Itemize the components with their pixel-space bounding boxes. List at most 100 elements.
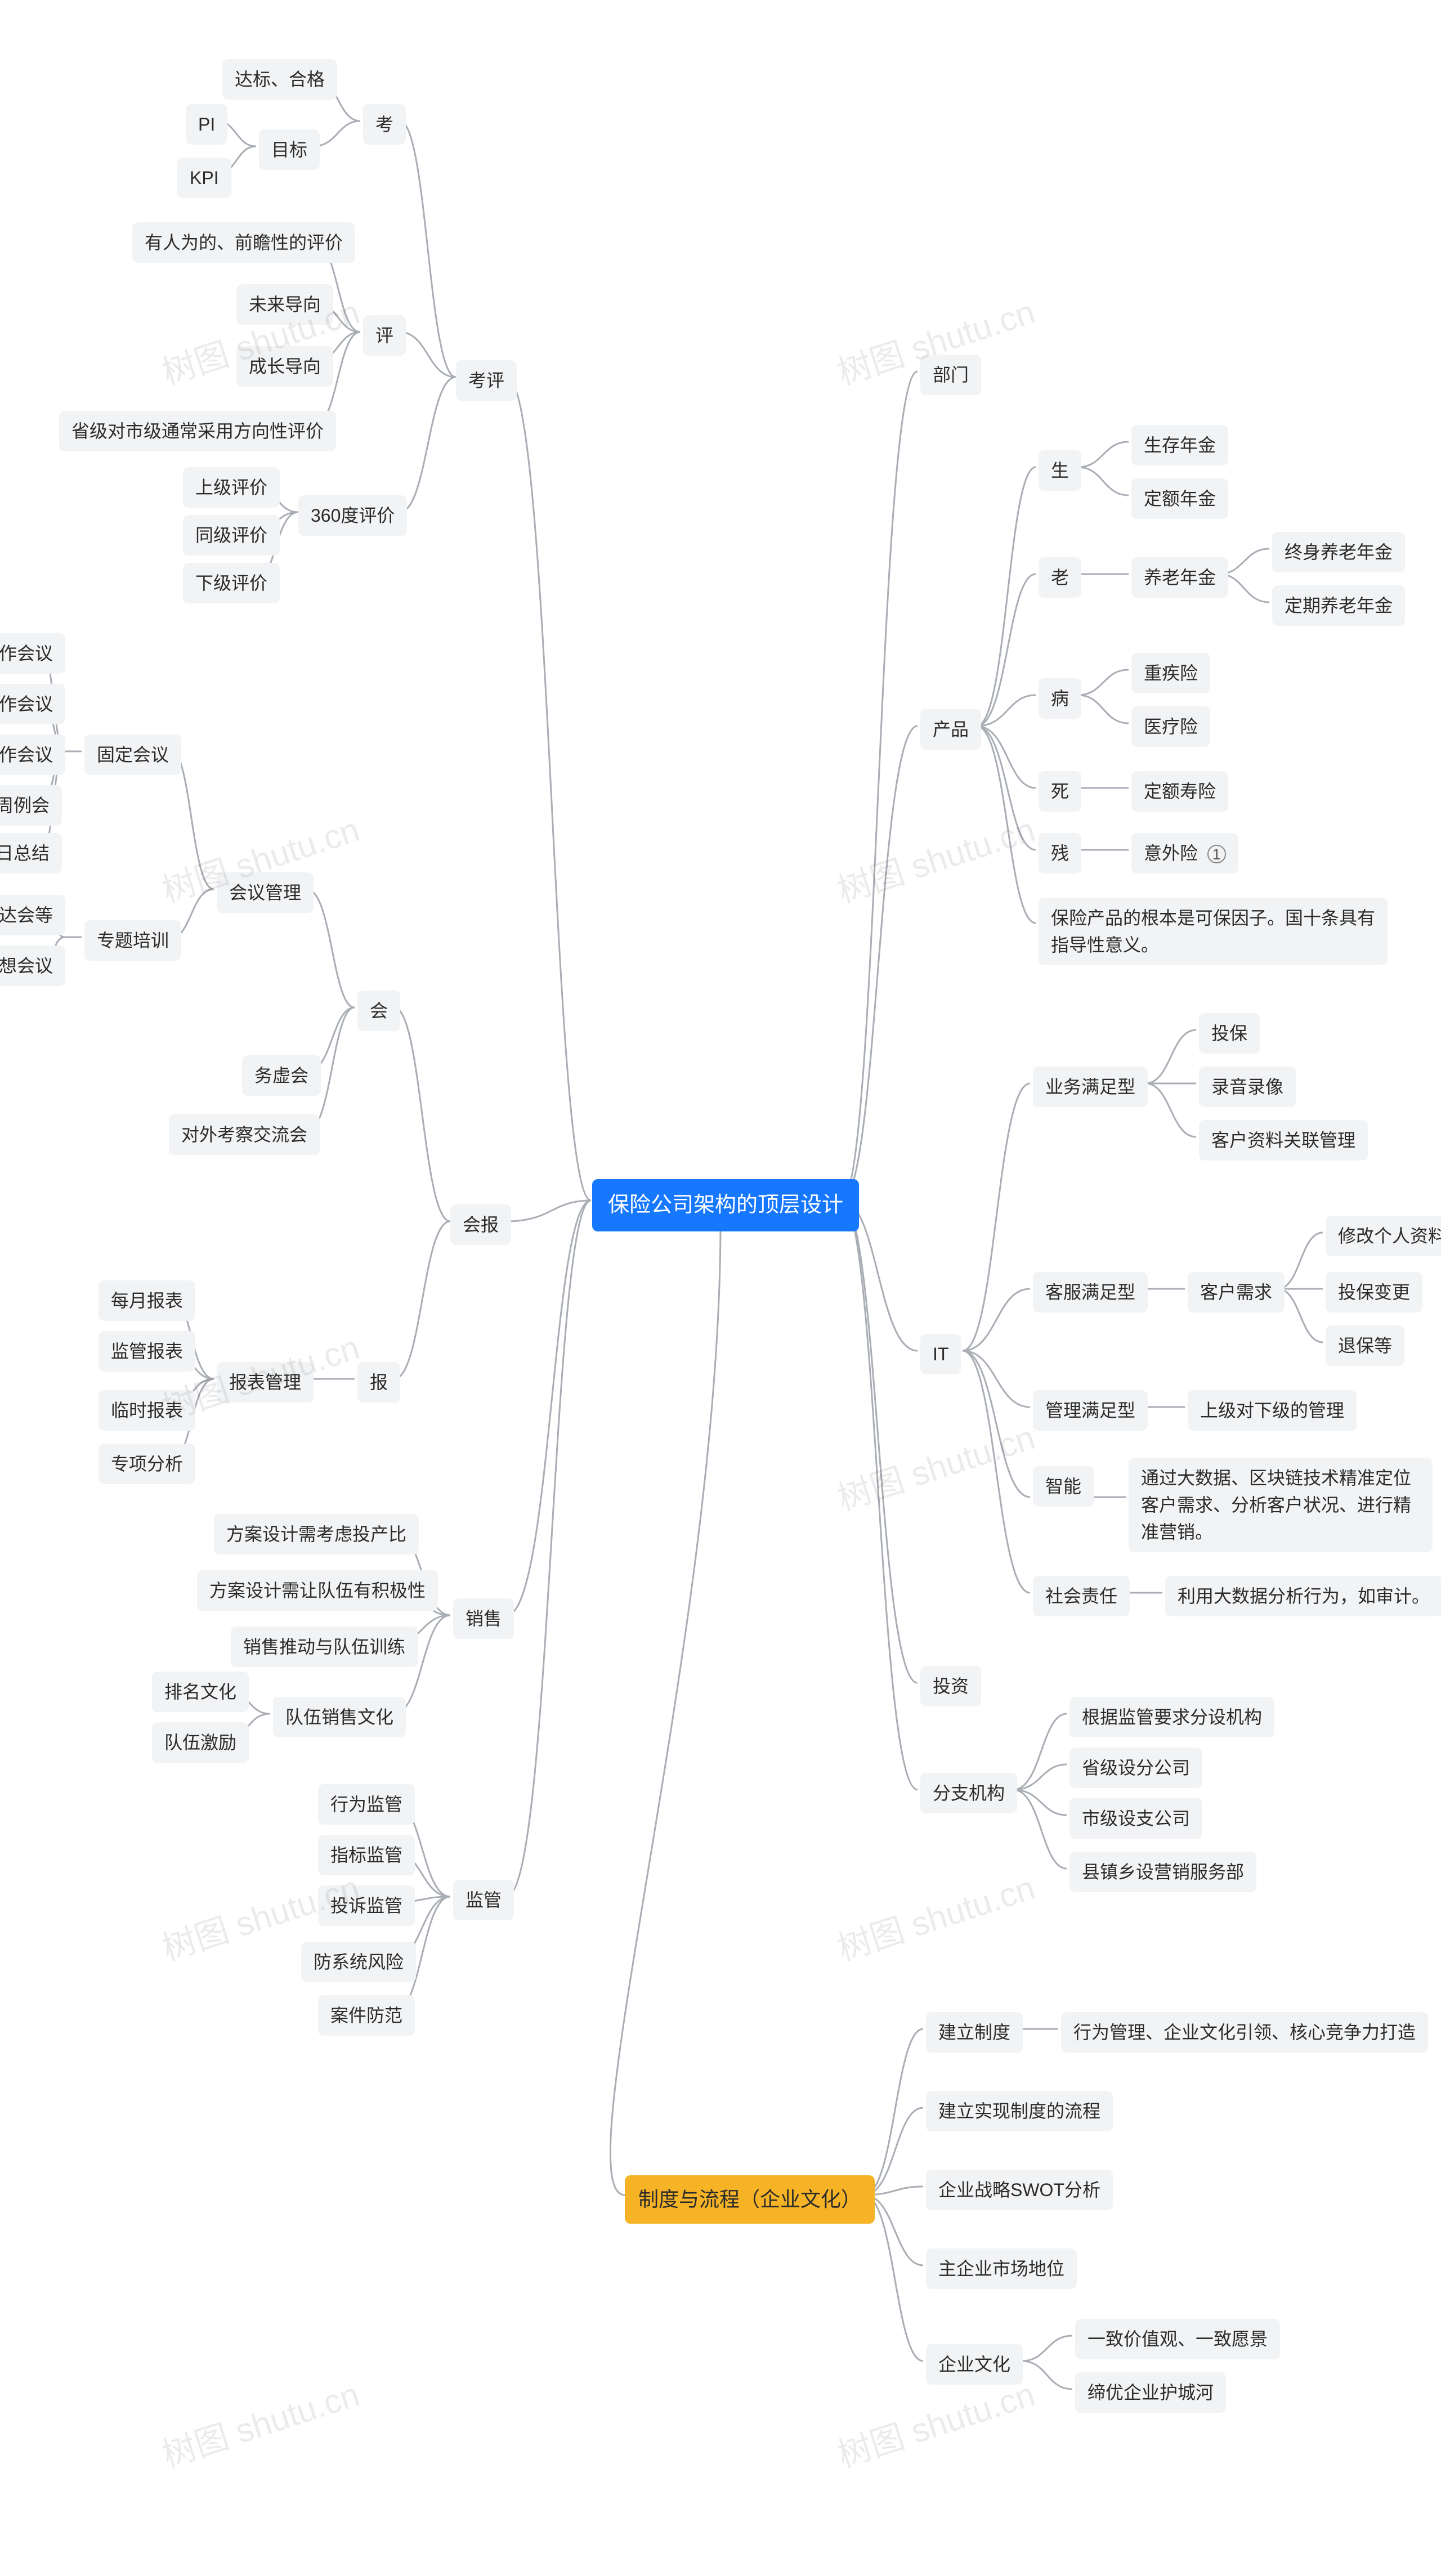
node-baobiao-2[interactable]: 临时报表 [99,1390,195,1431]
root-node[interactable]: 保险公司架构的顶层设计 [592,1179,859,1231]
node-jg-1[interactable]: 指标监管 [318,1835,415,1875]
node-diwei[interactable]: 主企业市场地位 [926,2248,1077,2289]
node-ping-3[interactable]: 省级对市级通常采用方向性评价 [59,411,336,451]
badge-icon: 1 [1207,845,1226,863]
node-huibao[interactable]: 会报 [450,1204,511,1245]
node-it-zhineng-note[interactable]: 通过大数据、区块链技术精准定位客户需求、分析客户状况、进行精准营销。 [1129,1458,1433,1552]
node-touzi[interactable]: 投资 [920,1666,981,1706]
node-fz-1[interactable]: 省级设分公司 [1069,1748,1202,1788]
node-yewu-2[interactable]: 客户资料关联管理 [1199,1120,1368,1161]
node-baobiao-0[interactable]: 每月报表 [99,1280,195,1321]
node-yanglao-0[interactable]: 终身养老年金 [1272,532,1405,572]
node-guding-0[interactable]: 年度工作会议 [0,633,65,674]
node-sheng[interactable]: 生 [1039,450,1081,491]
node-xs-wenhua-1[interactable]: 队伍激励 [152,1722,249,1763]
node-zhidu[interactable]: 制度与流程（企业文化） [625,2175,875,2224]
node-it-zhineng[interactable]: 智能 [1033,1466,1094,1507]
node-guding-3[interactable]: 周例会 [0,785,62,826]
node-sheng-0[interactable]: 生存年金 [1131,425,1228,465]
node-zhuanti-1[interactable]: 统一思想会议 [0,946,65,986]
node-yanglao-1[interactable]: 定期养老年金 [1272,585,1405,626]
node-bing[interactable]: 病 [1039,678,1081,719]
node-can-item[interactable]: 意外险 1 [1131,833,1238,873]
node-jg-0[interactable]: 行为监管 [318,1784,415,1825]
node-zhuanti-0[interactable]: 精神传达会等 [0,895,65,935]
node-xiaoshou[interactable]: 销售 [453,1598,514,1639]
node-ping-0[interactable]: 有人为的、前瞻性的评价 [132,222,355,263]
can-item-text: 意外险 [1144,843,1198,863]
node-swot[interactable]: 企业战略SWOT分析 [926,2170,1113,2210]
node-wenhua-0[interactable]: 一致价值观、一致愿景 [1075,2319,1280,2359]
node-jianguan[interactable]: 监管 [453,1880,514,1920]
node-kehu-2[interactable]: 退保等 [1326,1325,1404,1366]
node-fenzhi[interactable]: 分支机构 [920,1773,1017,1813]
node-guding-4[interactable]: 日总结 [0,833,62,873]
node-kehu-1[interactable]: 投保变更 [1326,1272,1422,1312]
node-jg-3[interactable]: 防系统风险 [301,1942,416,1982]
node-hui[interactable]: 会 [357,991,400,1031]
node-huiyiguanli[interactable]: 会议管理 [217,872,314,913]
node-baobiaoguanli[interactable]: 报表管理 [217,1362,314,1403]
node-it-shehui[interactable]: 社会责任 [1033,1576,1130,1616]
node-baobiao-1[interactable]: 监管报表 [99,1331,195,1372]
node-kehu-xuqiu[interactable]: 客户需求 [1188,1272,1285,1312]
node-fz-2[interactable]: 市级设支公司 [1069,1798,1202,1839]
node-baobiao-3[interactable]: 专项分析 [99,1444,195,1484]
node-jg-4[interactable]: 案件防范 [318,1995,415,2036]
node-it-kefu[interactable]: 客服满足型 [1033,1272,1148,1312]
node-can[interactable]: 残 [1039,833,1081,873]
node-bing-1[interactable]: 医疗险 [1131,706,1210,747]
node-kao-mubiao[interactable]: 目标 [259,129,320,170]
node-jg-2[interactable]: 投诉监管 [318,1885,415,1926]
node-xs-wenhua[interactable]: 队伍销售文化 [273,1697,406,1737]
node-liucheng[interactable]: 建立实现制度的流程 [926,2091,1113,2131]
node-kao[interactable]: 考 [363,104,406,145]
node-yanglao[interactable]: 养老年金 [1131,557,1228,598]
node-it-guanli-item[interactable]: 上级对下级的管理 [1188,1390,1357,1431]
node-guding[interactable]: 固定会议 [84,734,181,775]
node-it-shehui-note[interactable]: 利用大数据分析行为，如审计。 [1165,1576,1441,1616]
node-mubiao-pi[interactable]: PI [186,104,227,145]
node-wenhua-1[interactable]: 缔优企业护城河 [1075,2372,1226,2413]
node-it-yewu[interactable]: 业务满足型 [1033,1067,1148,1107]
node-ping[interactable]: 评 [363,315,406,356]
node-xs-wenhua-0[interactable]: 排名文化 [152,1672,249,1712]
node-bao[interactable]: 报 [357,1362,400,1403]
node-360-2[interactable]: 下级评价 [183,563,280,603]
node-it[interactable]: IT [920,1334,961,1374]
node-xs-0[interactable]: 方案设计需考虑投产比 [214,1514,419,1554]
node-ping-2[interactable]: 成长导向 [236,346,333,387]
node-bumen[interactable]: 部门 [920,355,981,395]
node-kehu-0[interactable]: 修改个人资料 [1326,1216,1441,1256]
node-xs-1[interactable]: 方案设计需让队伍有积极性 [197,1570,438,1611]
node-wuxu[interactable]: 务虚会 [242,1055,321,1096]
node-bing-0[interactable]: 重疾险 [1131,653,1210,693]
node-360[interactable]: 360度评价 [298,495,407,536]
node-si-item[interactable]: 定额寿险 [1131,771,1228,812]
node-kaocha[interactable]: 对外考察交流会 [169,1114,320,1155]
node-kao-dabiao[interactable]: 达标、合格 [222,59,337,100]
node-chanpin-note[interactable]: 保险产品的根本是可保因子。国十条具有指导性意义。 [1039,898,1388,965]
node-chanpin[interactable]: 产品 [920,709,981,750]
node-sheng-1[interactable]: 定额年金 [1131,478,1228,519]
node-yewu-1[interactable]: 录音录像 [1199,1067,1296,1107]
node-ping-1[interactable]: 未来导向 [236,284,333,325]
node-lao[interactable]: 老 [1039,557,1081,598]
node-yewu-0[interactable]: 投保 [1199,1013,1260,1054]
node-it-guanli[interactable]: 管理满足型 [1033,1390,1148,1431]
node-jianli-zhidu[interactable]: 建立制度 [926,2012,1023,2053]
node-fz-0[interactable]: 根据监管要求分设机构 [1069,1697,1274,1737]
node-fz-3[interactable]: 县镇乡设营销服务部 [1069,1852,1256,1892]
node-guding-1[interactable]: 季度工作会议 [0,684,65,724]
node-qiye-wenhua[interactable]: 企业文化 [926,2344,1023,2385]
node-360-0[interactable]: 上级评价 [183,467,280,508]
node-kaoping[interactable]: 考评 [456,360,517,401]
watermark: 树图 shutu.cn [830,803,1040,912]
node-jianli-zhidu-note[interactable]: 行为管理、企业文化引领、核心竞争力打造 [1061,2012,1428,2053]
node-si[interactable]: 死 [1039,771,1081,812]
node-mubiao-kpi[interactable]: KPI [177,158,231,198]
node-guding-2[interactable]: 月度工作会议 [0,734,65,775]
node-xs-2[interactable]: 销售推动与队伍训练 [231,1627,418,1667]
node-zhuanti[interactable]: 专题培训 [84,920,181,961]
node-360-1[interactable]: 同级评价 [183,515,280,555]
